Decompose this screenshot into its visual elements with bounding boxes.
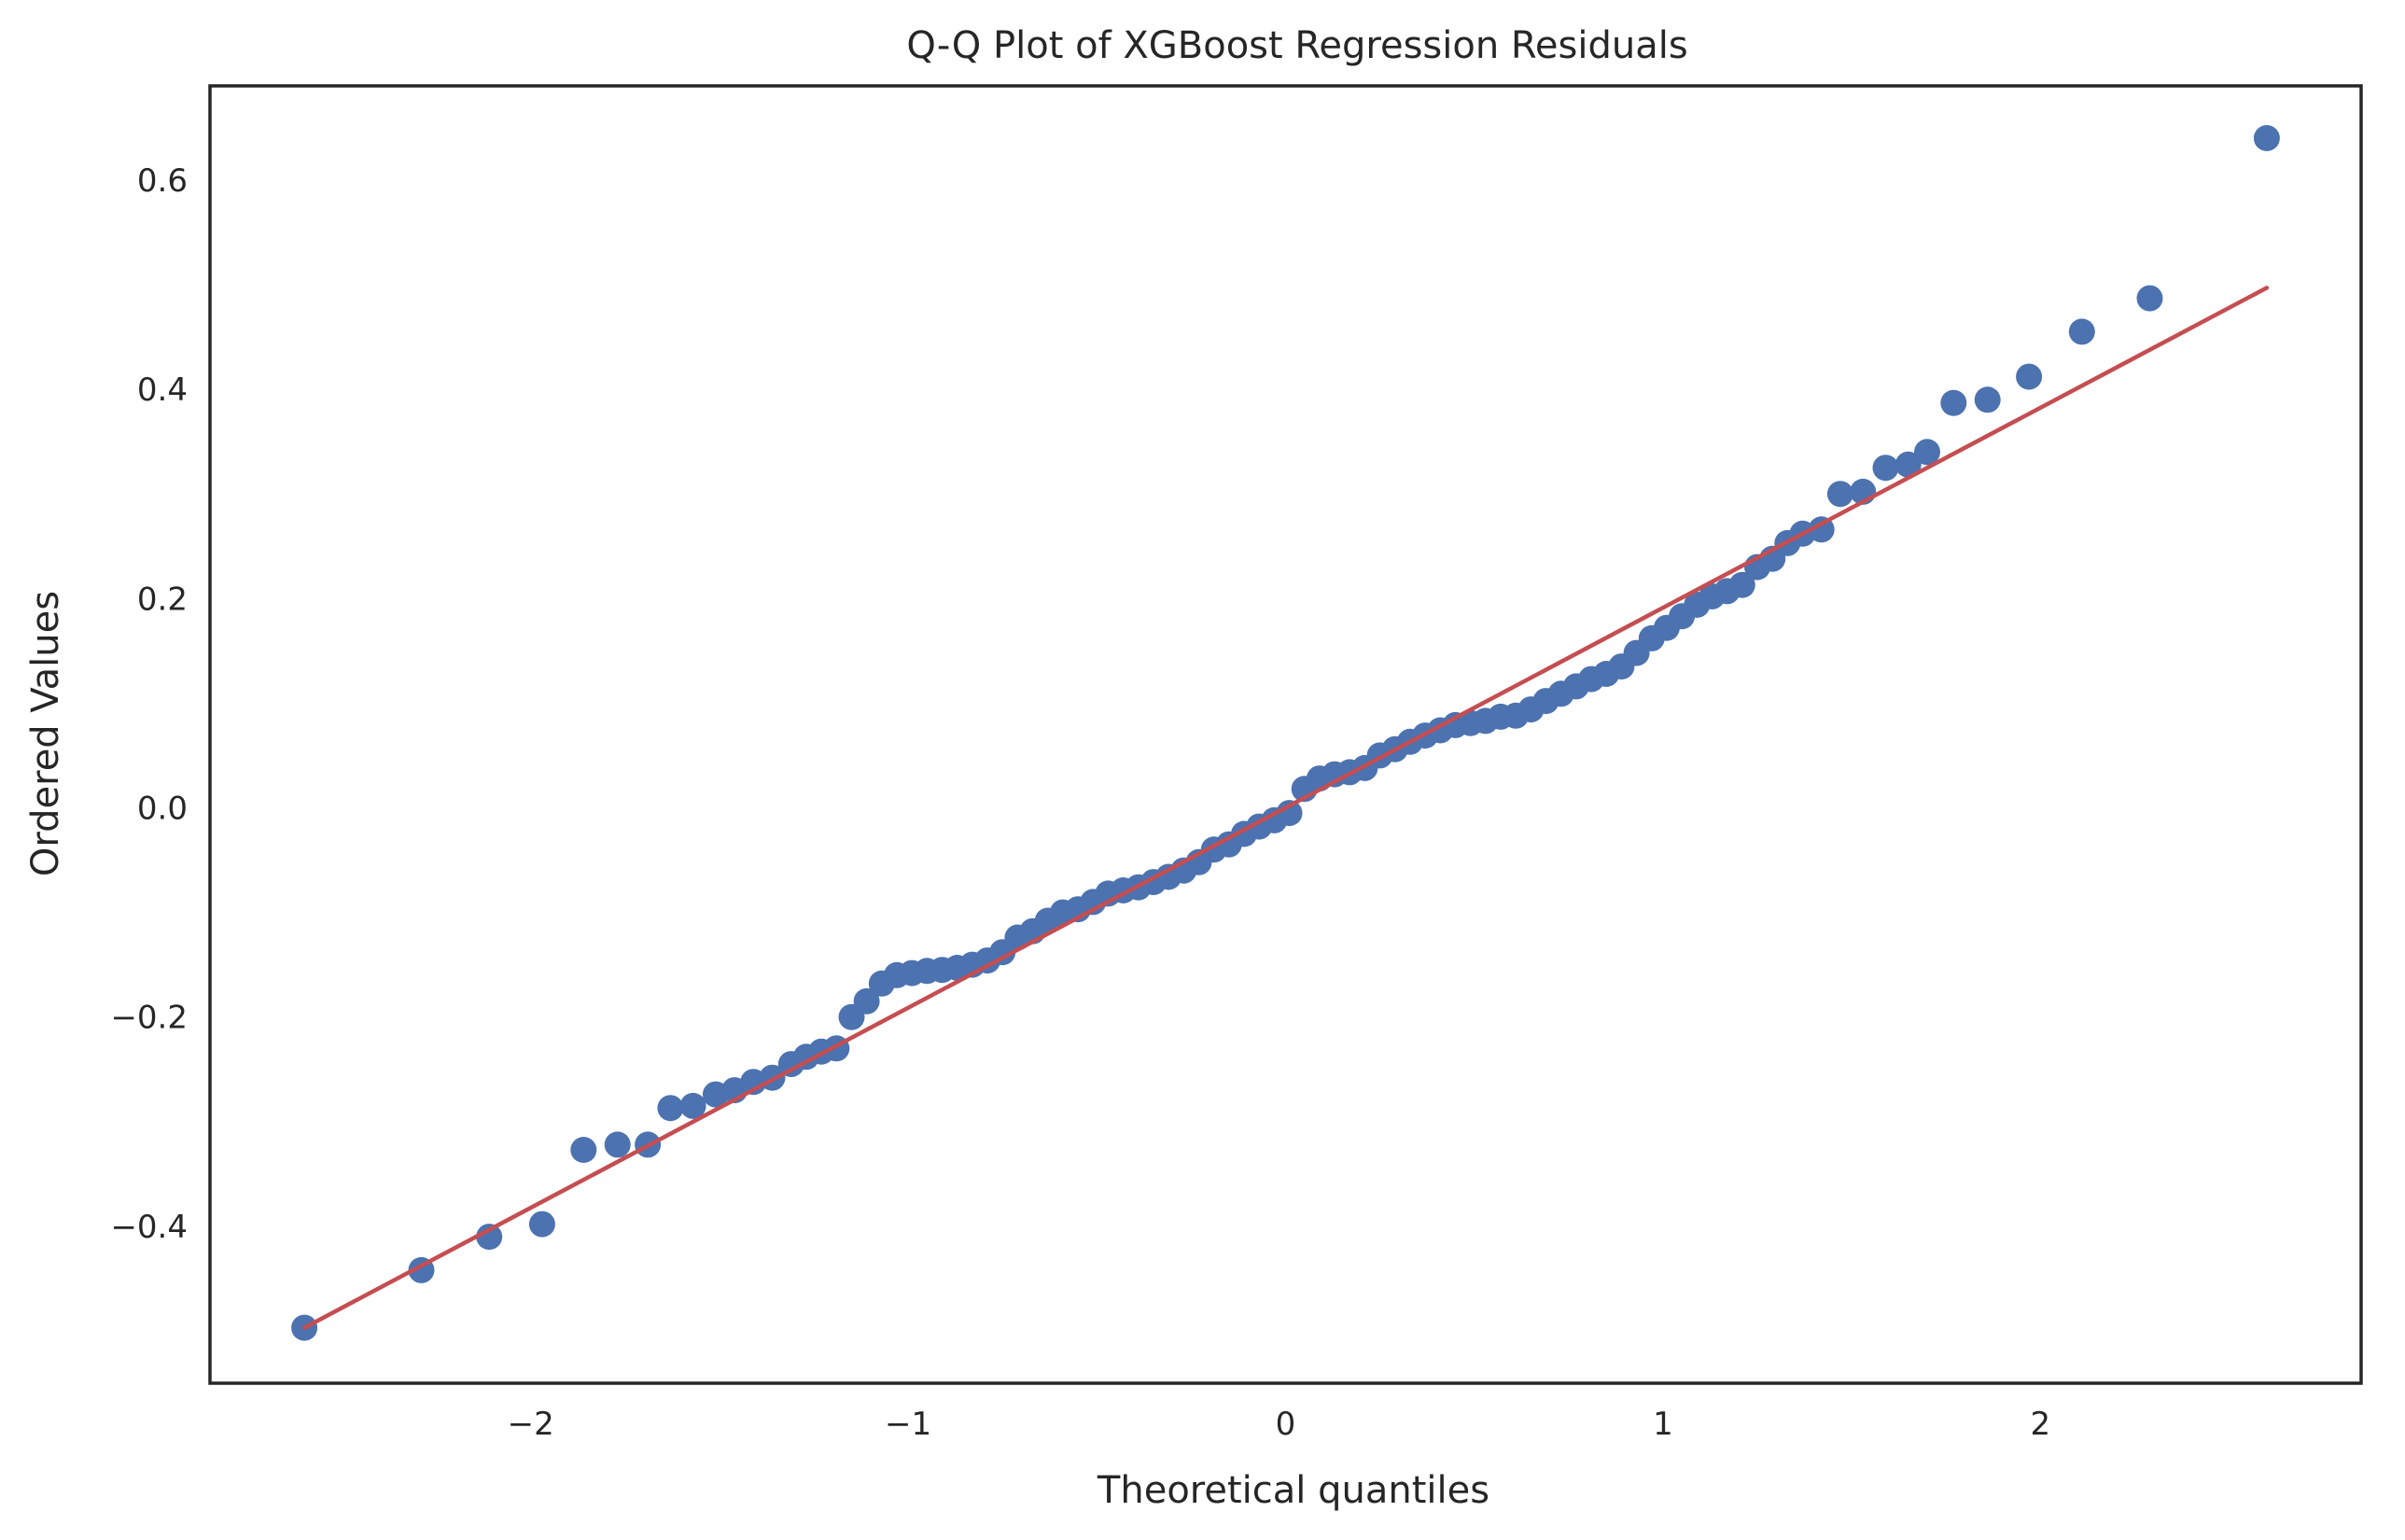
x-tick-label: 2 [2030, 1406, 2050, 1443]
qq-point [1974, 386, 2001, 413]
x-ticks: −2 −1 0 1 2 [508, 1406, 2050, 1443]
qq-point [1895, 451, 1922, 478]
x-tick-label: 0 [1276, 1406, 1296, 1443]
qq-point [2136, 285, 2163, 312]
y-axis-label: Ordered Values [24, 591, 67, 876]
y-tick-label: 0.6 [137, 162, 188, 200]
y-tick-label: 0.0 [137, 790, 188, 827]
qq-point [1826, 481, 1853, 508]
x-tick-label: 1 [1653, 1406, 1673, 1443]
x-tick-label: −2 [508, 1406, 554, 1443]
qq-point [2016, 363, 2043, 390]
qq-point [679, 1092, 706, 1119]
y-tick-label: 0.2 [137, 581, 188, 618]
qq-point [1276, 800, 1303, 827]
y-tick-label: −0.2 [110, 1000, 188, 1037]
qq-point [1728, 571, 1755, 598]
qq-point [1914, 439, 1940, 466]
qq-point [1940, 389, 1967, 416]
qq-point [528, 1211, 555, 1238]
y-tick-label: −0.4 [110, 1209, 188, 1246]
x-tick-label: −1 [885, 1406, 931, 1443]
qq-point [604, 1131, 631, 1158]
x-axis-label: Theoretical quantiles [1097, 1469, 1489, 1512]
data-layer [291, 125, 2280, 1341]
qq-point [476, 1224, 503, 1251]
y-tick-label: 0.4 [137, 371, 188, 409]
qq-point [657, 1095, 684, 1122]
qq-point [1808, 516, 1835, 543]
qq-point [1872, 455, 1899, 482]
plot-frame [208, 84, 2363, 1385]
reference-line [301, 286, 2270, 1330]
qq-point [2068, 318, 2095, 345]
qq-point [2253, 125, 2280, 151]
y-ticks: −0.4 −0.2 0.0 0.2 0.4 0.6 [110, 162, 188, 1246]
qq-point [570, 1137, 597, 1163]
chart-title: Q-Q Plot of XGBoost Regression Residuals [906, 24, 1687, 67]
qq-point [853, 987, 880, 1015]
